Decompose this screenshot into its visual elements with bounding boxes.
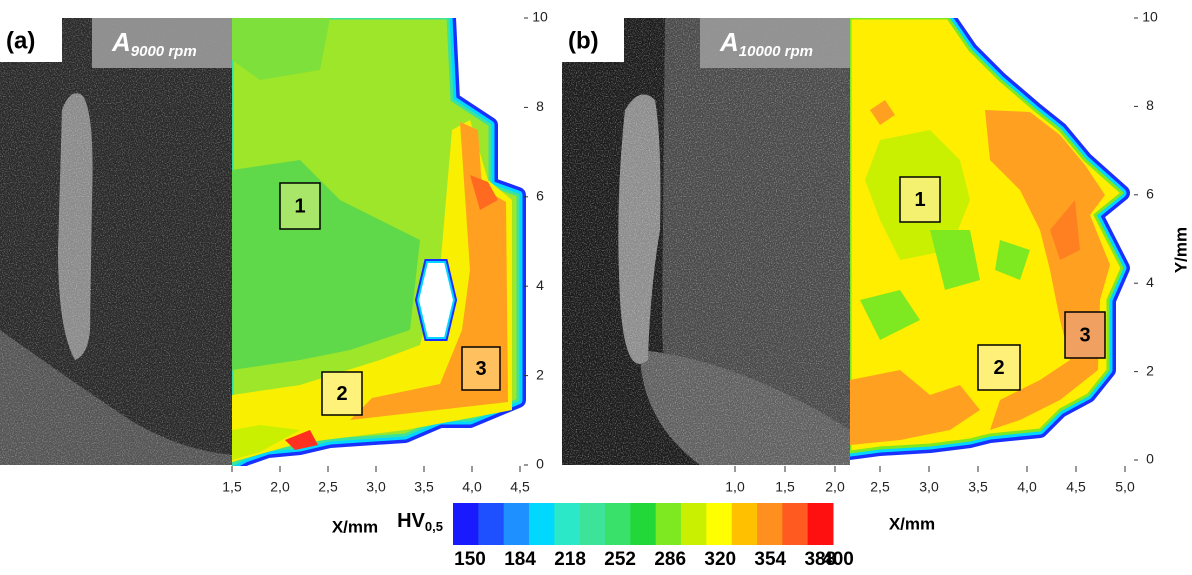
colorbar-swatch bbox=[554, 503, 581, 545]
region-box bbox=[977, 344, 1021, 391]
panel-label-bg bbox=[562, 18, 624, 62]
colorbar-tick-label: 252 bbox=[604, 549, 636, 570]
title-subscript: 10000 rpm bbox=[739, 43, 813, 60]
panel-title: A9000 rpm bbox=[111, 27, 197, 60]
y-tick-label: 2 bbox=[536, 366, 544, 382]
x-tick-label: 4,5 bbox=[1066, 479, 1086, 495]
colorbar-label-subscript: 0,5 bbox=[425, 519, 443, 534]
region-label: 3 bbox=[1079, 324, 1090, 346]
colorbar-swatch bbox=[757, 503, 783, 545]
y-tick-label: 10 bbox=[1142, 9, 1158, 25]
panel-label-bg bbox=[0, 18, 62, 62]
x-tick-label: 3,5 bbox=[968, 479, 988, 495]
x-tick-label: 3,0 bbox=[919, 479, 939, 495]
region-box bbox=[279, 182, 321, 230]
y-tick-label: 6 bbox=[536, 188, 544, 204]
y-axis-label: Y/mm bbox=[1171, 227, 1190, 273]
colorbar-tick-label: 400 bbox=[822, 549, 854, 570]
colorbar-swatch bbox=[706, 503, 733, 545]
region-box bbox=[461, 346, 501, 391]
title-main: A bbox=[111, 27, 131, 57]
title-subscript: 9000 rpm bbox=[131, 43, 197, 60]
colorbar-tick-label: 320 bbox=[704, 549, 736, 570]
x-tick-label: 2,0 bbox=[825, 479, 845, 495]
colorbar-swatch bbox=[503, 503, 530, 545]
colorbar-swatch bbox=[807, 503, 834, 545]
x-tick-label: 5,0 bbox=[1115, 479, 1135, 495]
colorbar-tick-label: 150 bbox=[454, 549, 486, 570]
x-tick-label: 4,0 bbox=[462, 479, 482, 495]
title-main: A bbox=[719, 27, 739, 57]
colorbar-tick-label: 218 bbox=[554, 549, 586, 570]
colorbar-swatch bbox=[655, 503, 682, 545]
y-tick-label: 0 bbox=[536, 456, 544, 472]
x-axis-label: X/mm bbox=[332, 517, 378, 536]
colorbar-swatch bbox=[731, 503, 758, 545]
y-tick-label: 10 bbox=[532, 9, 548, 25]
region-box bbox=[1064, 311, 1106, 359]
hardness-map-a bbox=[232, 18, 526, 466]
colorbar-swatch bbox=[529, 503, 555, 545]
colorbar-label-main: HV bbox=[397, 510, 425, 532]
hardness-map-b bbox=[850, 18, 1130, 460]
x-tick-label: 2,5 bbox=[870, 479, 890, 495]
colorbar-swatch bbox=[630, 503, 657, 545]
region-label: 3 bbox=[475, 358, 486, 380]
colorbar-swatch bbox=[478, 503, 505, 545]
y-tick-label: 0 bbox=[1146, 451, 1154, 467]
x-tick-label: 1,0 bbox=[725, 479, 745, 495]
region-box bbox=[899, 176, 941, 223]
y-tick-label: 6 bbox=[1146, 186, 1154, 202]
x-tick-label: 1,5 bbox=[775, 479, 795, 495]
x-axis-label: X/mm bbox=[889, 514, 935, 533]
x-tick-label: 2,0 bbox=[270, 479, 290, 495]
colorbar-tick-label: 354 bbox=[754, 549, 786, 570]
x-tick-label: 1,5 bbox=[222, 479, 242, 495]
colorbar-tick-label: 388 bbox=[804, 549, 836, 570]
region-label: 2 bbox=[993, 357, 1004, 379]
y-tick-label: 2 bbox=[1146, 362, 1154, 378]
region-label: 1 bbox=[294, 195, 305, 217]
colorbar-swatch bbox=[579, 503, 606, 545]
colorbar-tick-label: 286 bbox=[654, 549, 686, 570]
y-tick-label: 8 bbox=[536, 98, 544, 114]
x-tick-label: 3,0 bbox=[366, 479, 386, 495]
panel-title: A10000 rpm bbox=[719, 27, 813, 60]
x-tick-label: 4,0 bbox=[1017, 479, 1037, 495]
micrograph-b bbox=[562, 18, 850, 465]
region-label: 1 bbox=[914, 189, 925, 211]
colorbar-label: HV0,5 bbox=[397, 510, 443, 534]
x-tick-label: 2,5 bbox=[318, 479, 338, 495]
micrograph-a bbox=[0, 18, 232, 465]
y-tick-label: 8 bbox=[1146, 97, 1154, 113]
colorbar-swatch bbox=[453, 503, 479, 545]
title-bg bbox=[700, 18, 850, 68]
region-label: 2 bbox=[336, 383, 347, 405]
colorbar-swatch bbox=[605, 503, 631, 545]
region-box bbox=[321, 371, 363, 416]
x-tick-label: 4,5 bbox=[510, 479, 530, 495]
panel-label: (a) bbox=[6, 27, 35, 54]
colorbar-swatch bbox=[782, 503, 809, 545]
title-bg bbox=[92, 18, 232, 68]
colorbar-swatch bbox=[681, 503, 707, 545]
panel-label: (b) bbox=[568, 27, 599, 54]
colorbar-tick-label: 184 bbox=[504, 549, 536, 570]
x-tick-label: 3,5 bbox=[414, 479, 434, 495]
y-tick-label: 4 bbox=[1146, 274, 1154, 290]
y-tick-label: 4 bbox=[536, 277, 544, 293]
